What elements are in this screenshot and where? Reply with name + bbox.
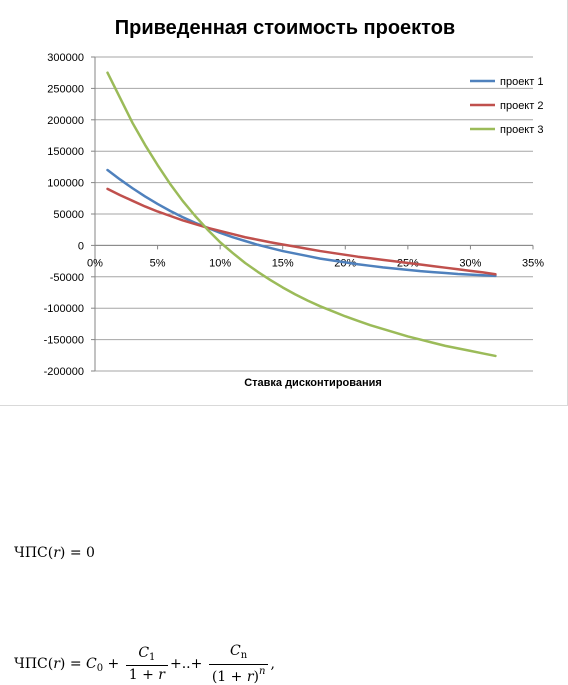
y-tick-label: 150000 xyxy=(47,146,84,158)
fraction-cn: Cn (1 + r)n xyxy=(208,644,269,684)
series-line-1 xyxy=(106,168,497,278)
axes xyxy=(91,56,534,372)
formula-npv-definition: ЧПС(r) = C0 + C1 1 + r +..+ Cn (1 + r)n … xyxy=(14,643,275,685)
x-axis-label: Ставка дисконтирования xyxy=(244,377,382,389)
y-tick-label: -200000 xyxy=(44,366,84,378)
y-tick-label: -150000 xyxy=(44,335,84,347)
legend: проект 1 проект 2 проект 3 xyxy=(470,76,543,136)
y-axis-tick-labels: -200000 -150000 -100000 -50000 0 50000 100000 1… xyxy=(44,52,84,378)
x-tick-label: 35% xyxy=(522,257,544,269)
series-line-3 xyxy=(106,71,497,358)
y-tick-label: 300000 xyxy=(47,52,84,64)
y-tick-label: 200000 xyxy=(47,115,84,127)
rate-variable: r xyxy=(53,545,60,561)
chart-area: Приведенная стоимость проектов -200000 -1… xyxy=(0,0,568,406)
x-tick-label: 15% xyxy=(272,257,294,269)
series-line-2 xyxy=(106,187,497,276)
x-tick-label: 0% xyxy=(87,257,103,269)
fraction-c1: C1 1 + r xyxy=(125,645,168,683)
zero-value: 0 xyxy=(86,545,95,561)
c0-term: C0 xyxy=(86,656,104,675)
x-tick-label: 5% xyxy=(150,257,166,269)
series-lines xyxy=(106,71,497,358)
formula-npv-zero: ЧПС(r) = 0 xyxy=(14,545,95,561)
rate-variable: r xyxy=(53,656,60,673)
npv-label: ЧПС xyxy=(14,545,48,561)
npv-chart: Приведенная стоимость проектов -200000 -1… xyxy=(44,17,545,389)
legend-label-1: проект 1 xyxy=(500,76,543,88)
gridlines xyxy=(95,56,533,372)
x-tick-label: 30% xyxy=(459,257,481,269)
y-tick-label: 100000 xyxy=(47,178,84,190)
x-axis-tick-labels: 0% 5% 10% 15% 20% 25% 30% 35% xyxy=(87,257,544,269)
y-tick-label: 50000 xyxy=(53,209,84,221)
legend-label-3: проект 3 xyxy=(500,124,543,136)
ellipsis-plus: +..+ xyxy=(170,656,203,673)
x-tick-label: 10% xyxy=(209,257,231,269)
y-tick-label: -50000 xyxy=(50,272,84,284)
y-tick-label: -100000 xyxy=(44,303,84,315)
y-tick-label: 250000 xyxy=(47,83,84,95)
chart-title: Приведенная стоимость проектов xyxy=(115,17,455,39)
trailing-comma: , xyxy=(270,656,275,673)
y-tick-label: 0 xyxy=(78,240,84,252)
npv-label: ЧПС xyxy=(14,656,48,673)
legend-label-2: проект 2 xyxy=(500,100,543,112)
